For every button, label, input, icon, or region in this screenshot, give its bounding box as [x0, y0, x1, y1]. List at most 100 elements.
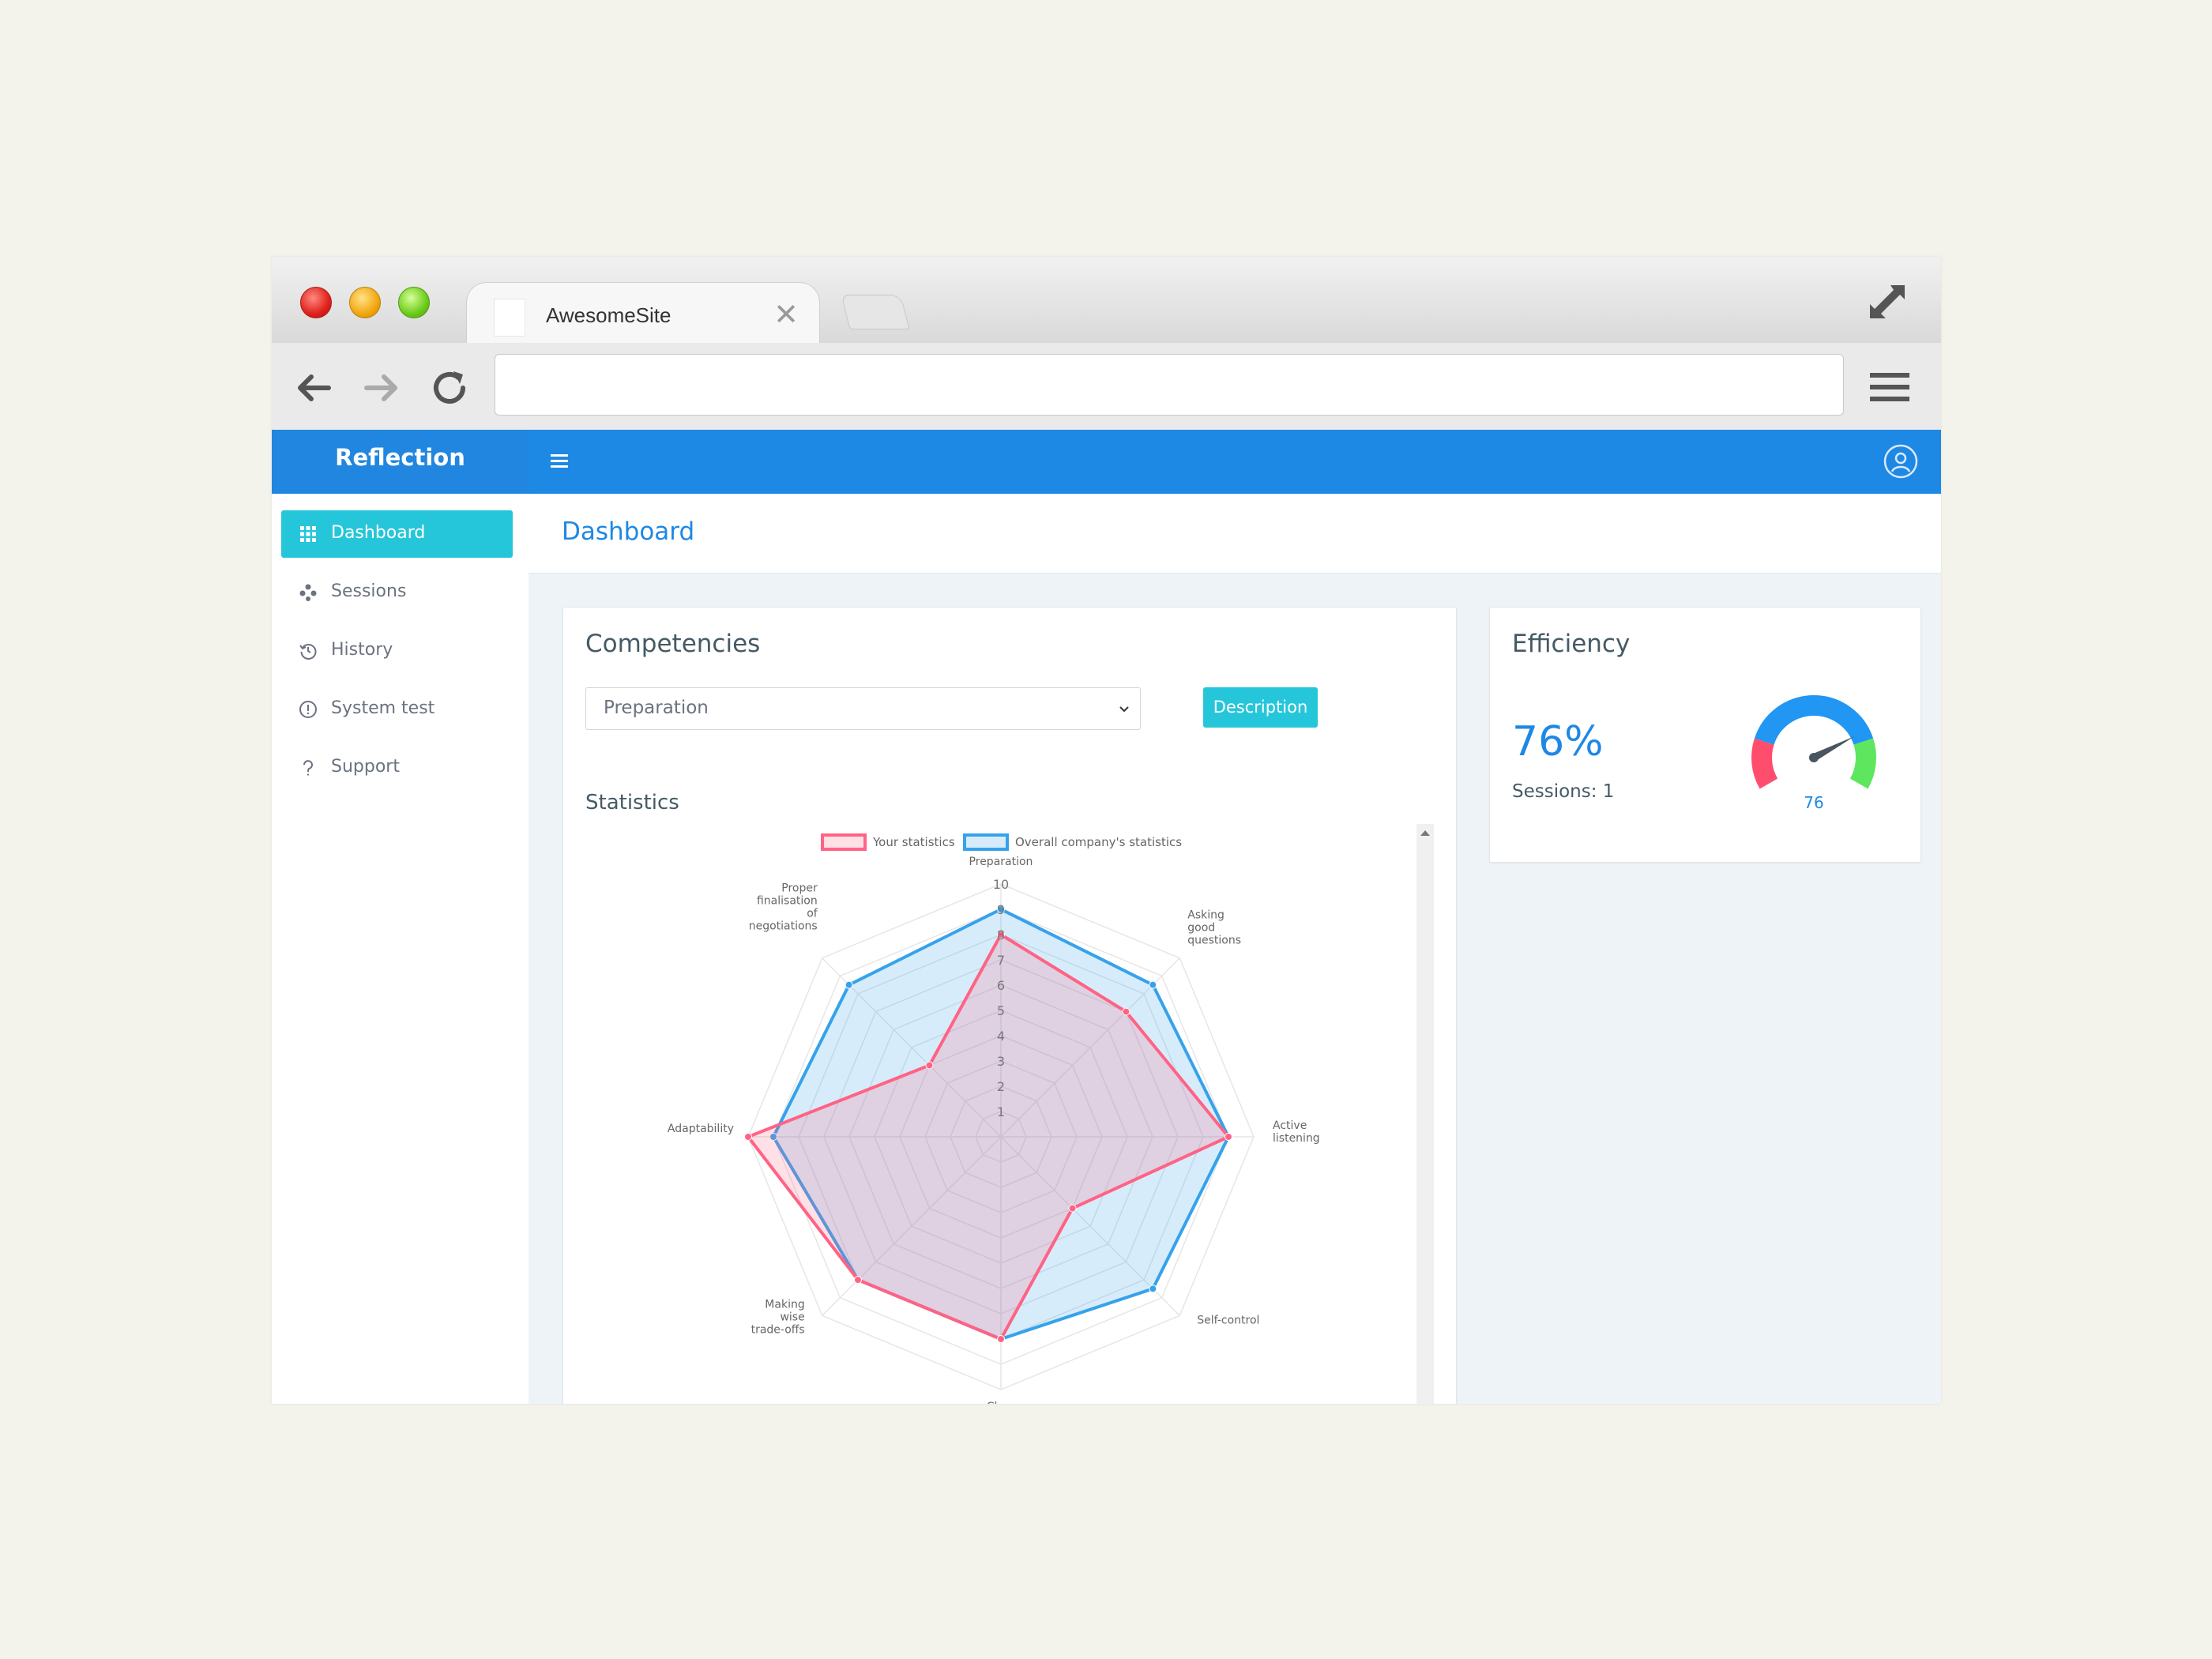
description-button[interactable]: Description	[1203, 687, 1318, 728]
tick-label: 1	[997, 1104, 1005, 1119]
browser-menu-icon[interactable]	[1870, 371, 1909, 403]
address-bar[interactable]	[495, 354, 1844, 416]
legend-swatch	[821, 833, 867, 851]
new-tab-button[interactable]	[841, 295, 910, 329]
chart-scrollbar[interactable]	[1416, 824, 1434, 1404]
data-point	[744, 1133, 752, 1141]
data-point	[853, 1276, 862, 1285]
competencies-title: Competencies	[585, 630, 761, 658]
fullscreen-icon[interactable]	[1865, 280, 1909, 325]
sidebar-item-system-test[interactable]: System test	[281, 686, 513, 733]
browser-toolbar	[272, 343, 1941, 431]
category-label: of	[807, 908, 818, 920]
sidebar-item-label: Sessions	[331, 581, 407, 601]
tick-label: 8	[997, 927, 1005, 942]
competencies-card: Competencies Preparation Description Sta…	[562, 607, 1457, 1404]
gauge-needle-hub	[1809, 753, 1819, 762]
sidebar-item-label: System test	[331, 698, 435, 718]
radar-spoke	[1000, 957, 1180, 1138]
data-point	[997, 905, 1005, 913]
category-label: Self-control	[1197, 1314, 1259, 1326]
competency-select-value: Preparation	[604, 698, 709, 718]
category-label: Adaptability	[668, 1123, 734, 1135]
browser-window: AwesomeSite ✕ Reflection	[272, 257, 1941, 1404]
data-point	[997, 1335, 1005, 1343]
category-label: listening	[1273, 1132, 1320, 1145]
reload-icon[interactable]	[428, 367, 471, 409]
history-icon	[299, 644, 317, 660]
scroll-up-icon[interactable]	[1420, 830, 1430, 836]
data-point	[997, 931, 1005, 939]
gauge-low-segment	[1751, 738, 1778, 789]
efficiency-value: 76%	[1512, 718, 1604, 766]
category-label: Active	[1273, 1119, 1307, 1132]
efficiency-gauge: 76	[1751, 695, 1876, 812]
data-point	[1068, 1204, 1077, 1213]
tick-label: 7	[997, 953, 1005, 968]
back-arrow-icon[interactable]	[292, 367, 335, 409]
tick-label: 9	[997, 902, 1005, 917]
tick-label: 4	[997, 1029, 1005, 1044]
data-point	[1149, 1285, 1157, 1293]
browser-tab[interactable]: AwesomeSite ✕	[466, 282, 820, 344]
sidebar-item-sessions[interactable]: Sessions	[281, 569, 513, 616]
legend-label: Your statistics	[872, 835, 955, 849]
sidebar-item-label: Support	[331, 757, 400, 777]
category-label: questions	[1187, 935, 1241, 947]
tick-label: 6	[997, 978, 1005, 993]
radar-chart-container: 1 2 3 4 5 6 7 8 9 10 Preparation Asking good question…	[585, 824, 1416, 1404]
competency-select[interactable]: Preparation	[585, 687, 1141, 730]
sidebar-item-dashboard[interactable]: Dashboard	[281, 510, 513, 558]
data-point	[1224, 1133, 1232, 1141]
legend-label: Overall company's statistics	[1015, 835, 1182, 849]
data-point	[925, 1061, 934, 1070]
main-content: Dashboard Competencies Preparation Descr…	[529, 494, 1941, 1404]
category-label: Asking	[1187, 909, 1224, 922]
gauge-high-segment	[1849, 738, 1876, 789]
category-label: good	[1187, 922, 1215, 935]
efficiency-title: Efficiency	[1512, 630, 1631, 658]
brand-logo-text[interactable]: Reflection	[335, 444, 465, 471]
sidebar-item-support[interactable]: Support	[281, 744, 513, 792]
statistics-title: Statistics	[585, 791, 679, 814]
category-label: finalisation	[757, 895, 818, 908]
category-label: Proper	[781, 882, 818, 895]
category-label: negotiations	[749, 920, 818, 933]
sidebar: Dashboard Sessions History System te	[272, 494, 529, 1404]
favicon-icon	[494, 299, 525, 337]
gauge-mid-segment	[1754, 695, 1874, 746]
tick-label: 5	[997, 1003, 1005, 1018]
sessions-count: Sessions: 1	[1512, 781, 1615, 802]
efficiency-card: Efficiency 76% Sessions: 1 76	[1489, 607, 1921, 863]
gauge-value-label: 76	[1804, 793, 1823, 812]
tab-close-button[interactable]: ✕	[773, 299, 799, 332]
category-label: Making	[765, 1298, 804, 1311]
data-point	[1149, 980, 1157, 989]
data-point	[845, 980, 853, 989]
sidebar-item-history[interactable]: History	[281, 627, 513, 675]
radar-chart: 1 2 3 4 5 6 7 8 9 10 Preparation Askinggoodquestion…	[668, 833, 1320, 1404]
tick-label: 2	[997, 1079, 1005, 1094]
category-label: Clear	[987, 1401, 1016, 1404]
forward-arrow-icon[interactable]	[360, 367, 403, 409]
alert-circle-icon	[299, 701, 317, 718]
radar-spoke	[822, 957, 1002, 1138]
tab-title: AwesomeSite	[546, 303, 672, 327]
sidebar-item-label: History	[331, 640, 393, 660]
close-window-button[interactable]	[300, 287, 332, 318]
radar-spoke	[822, 1136, 1002, 1316]
user-profile-icon[interactable]	[1879, 439, 1923, 483]
minimize-window-button[interactable]	[349, 287, 381, 318]
maximize-window-button[interactable]	[398, 287, 430, 318]
category-label: Preparation	[969, 856, 1033, 868]
browser-tab-bar: AwesomeSite ✕	[272, 257, 1941, 344]
legend-swatch	[963, 833, 1009, 851]
chevron-down-icon	[1119, 706, 1129, 713]
brand: Reflection	[272, 430, 529, 494]
gauge-needle	[1811, 736, 1855, 762]
radar-spoke	[1000, 1136, 1180, 1316]
sidebar-item-label: Dashboard	[331, 523, 426, 543]
page-header: Dashboard	[529, 494, 1941, 574]
page-title: Dashboard	[562, 517, 695, 546]
menu-toggle-icon[interactable]	[543, 446, 574, 477]
